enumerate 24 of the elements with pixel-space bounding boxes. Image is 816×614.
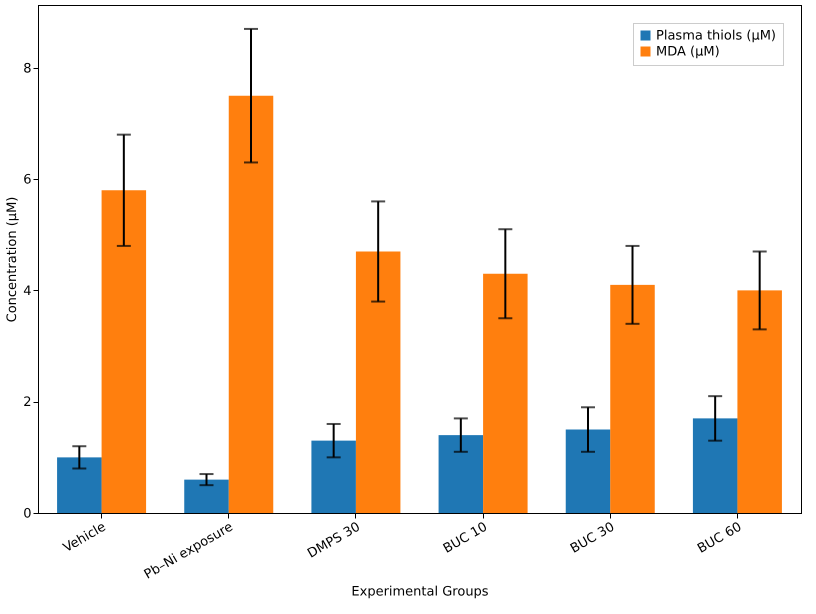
y-tick-label: 0 [23,506,32,522]
y-tick-label: 4 [23,284,32,299]
bar [228,96,274,513]
y-axis-title: Concentration (µM) [5,196,20,322]
y-tick-label: 8 [23,61,32,76]
bar [483,274,528,513]
bar [311,440,356,513]
legend-label: Plasma thiols (µM) [656,28,776,44]
bar [610,284,655,513]
x-tick-label: BUC 10 [440,520,490,557]
x-tick-label: BUC 60 [695,520,744,557]
x-tick-label: BUC 30 [568,520,618,557]
bar [737,290,782,513]
bar [184,480,229,513]
bar [438,435,484,513]
bar [692,418,738,513]
bar [57,457,102,513]
y-tick-label: 6 [23,172,32,188]
x-axis-title: Experimental Groups [351,584,489,600]
y-tick-label: 2 [23,395,32,410]
bar [356,251,400,513]
bar [566,430,610,513]
legend-label: MDA (µM) [656,44,720,60]
bar [102,190,146,513]
